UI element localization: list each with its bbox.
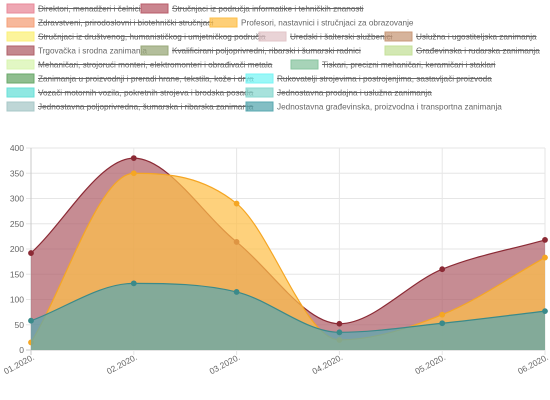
legend-swatch — [6, 59, 35, 70]
legend-label: Trgovačka i srodna zanimanja — [38, 47, 147, 56]
x-tick-label: 01.2020. — [2, 352, 36, 376]
data-point-06-2020[interactable] — [542, 308, 548, 315]
legend-swatch — [6, 87, 35, 98]
y-tick-label: 300 — [10, 194, 24, 204]
legend-swatch — [245, 101, 274, 112]
legend-swatch — [6, 101, 35, 112]
data-point-05-2020[interactable] — [439, 320, 446, 327]
data-point-01-2020[interactable] — [28, 317, 34, 324]
data-point-06-2020[interactable] — [542, 254, 548, 261]
data-point-02-2020[interactable] — [130, 170, 137, 177]
legend-item-zanimanja-u-proizvodnji-i-preradi-hrane-[interactable]: Zanimanja u proizvodnji i preradi hrane,… — [6, 73, 254, 84]
legend-item-rukovatelji-strojevima-i-postrojenjima-s[interactable]: Rukovatelji strojevima i postrojenjima, … — [245, 73, 492, 84]
legend-item-zdravstveni-prirodoslovni-i-biotehnicki-[interactable]: Zdravstveni, prirodoslovni i biotehnički… — [6, 17, 213, 28]
legend-item-trgovacka-i-srodna-zanimanja[interactable]: Trgovačka i srodna zanimanja — [6, 45, 147, 56]
legend-swatch — [209, 17, 238, 28]
legend-item-strucnjaci-iz-podrucja-informatike-i-teh[interactable]: Stručnjaci iz područja informatike i teh… — [140, 3, 364, 14]
series-area — [31, 283, 545, 350]
data-point-02-2020[interactable] — [130, 280, 137, 287]
x-tick-label: 06.2020. — [516, 352, 550, 376]
data-point-04-2020[interactable] — [336, 320, 343, 327]
legend-swatch — [6, 45, 35, 56]
data-point-02-2020[interactable] — [130, 155, 137, 162]
legend-swatch — [384, 31, 413, 42]
series-layer — [28, 155, 548, 350]
x-tick-label: 05.2020. — [413, 352, 447, 376]
legend-item-uredski-i-salterski-sluzbenici[interactable]: Uredski i šalterski službenici — [258, 31, 393, 42]
y-tick-label: 400 — [10, 143, 24, 153]
legend: Direktori, menadžeri i čelnici Stručnjaci… — [6, 3, 540, 112]
legend-swatch — [6, 3, 35, 14]
y-tick-label: 50 — [15, 320, 25, 330]
legend-item-strucnjaci-iz-drustvenog-humanistickog-i[interactable]: Stručnjaci iz društvenog, humanističkog … — [6, 31, 266, 42]
legend-label: Profesori, nastavnici i stručnjaci za ob… — [241, 19, 414, 28]
data-point-06-2020[interactable] — [542, 237, 548, 243]
data-point-05-2020[interactable] — [439, 311, 446, 318]
legend-swatch — [6, 31, 35, 42]
data-point-03-2020[interactable] — [233, 200, 240, 207]
legend-item-mehanicari-strojoruci-monteri-elektromon[interactable]: Mehaničari, strojorući monteri, elektrom… — [6, 59, 273, 70]
legend-item-jednostavna-gra-evinska-proizvodna-i-tra[interactable]: Jednostavna građevinska, proizvodna i tr… — [245, 101, 502, 112]
x-tick-label: 04.2020. — [310, 352, 344, 376]
legend-item-direktori-menadzeri-i-celnici[interactable]: Direktori, menadžeri i čelnici — [6, 3, 141, 14]
legend-swatch — [245, 87, 274, 98]
y-tick-label: 200 — [10, 244, 24, 254]
y-tick-label: 350 — [10, 168, 24, 178]
legend-swatch — [6, 73, 35, 84]
data-point-01-2020[interactable] — [28, 250, 34, 256]
data-point-04-2020[interactable] — [336, 329, 343, 336]
legend-swatch — [140, 45, 169, 56]
x-tick-label: 02.2020. — [105, 352, 139, 376]
y-tick-label: 100 — [10, 295, 24, 305]
y-tick-label: 150 — [10, 269, 24, 279]
data-point-03-2020[interactable] — [233, 289, 240, 295]
legend-item-jednostavna-poljoprivredna-sumarska-i-ri[interactable]: Jednostavna poljoprivredna, šumarska i r… — [6, 101, 254, 112]
legend-item-kvalificirani-poljoprivredni-ribarski-i-[interactable]: Kvalificirani poljoprivredni, ribarski i… — [140, 45, 361, 56]
legend-item-jednostavna-prodajna-i-usluzna-zanimanja[interactable]: Jednostavna prodajna i uslužna zanimanja — [245, 87, 432, 98]
data-point-05-2020[interactable] — [439, 266, 446, 273]
legend-swatch — [140, 3, 169, 14]
legend-item-usluzna-i-ugostiteljska-zanimanja[interactable]: Uslužna i ugostiteljska zanimanja — [384, 31, 537, 42]
series-line — [30, 282, 546, 333]
legend-swatch — [258, 31, 287, 42]
legend-item-profesori-nastavnici-i-strucnjaci-za-obr[interactable]: Profesori, nastavnici i stručnjaci za ob… — [209, 17, 414, 28]
legend-swatch — [384, 45, 413, 56]
y-tick-label: 0 — [19, 345, 24, 355]
legend-swatch — [290, 59, 319, 70]
legend-item-tiskari-precizni-mehanicari-keramicari-i[interactable]: Tiskari, precizni mehaničari, keramičari… — [290, 59, 496, 70]
y-tick-label: 250 — [10, 219, 24, 229]
series-jednostavna-gra-evinska-proizvodna-i-tra — [28, 280, 548, 350]
x-tick-label: 03.2020. — [208, 352, 242, 376]
legend-swatch — [245, 73, 274, 84]
legend-item-vozaci-motornih-vozila-pokretnih-strojev[interactable]: Vozači motornih vozila, pokretnih stroje… — [6, 87, 254, 98]
legend-swatch — [6, 17, 35, 28]
legend-label: Jednostavna građevinska, proizvodna i tr… — [277, 103, 502, 112]
legend-item-gra-evinska-i-rudarska-zanimanja[interactable]: Građevinska i rudarska zanimanja — [384, 45, 540, 56]
